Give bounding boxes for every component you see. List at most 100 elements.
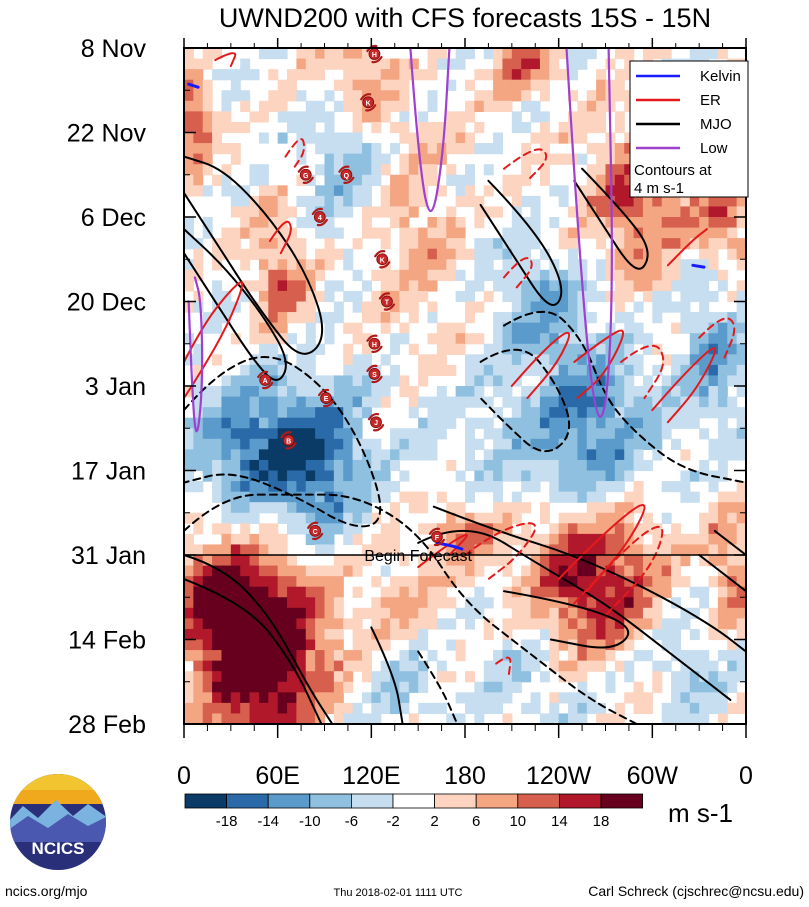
heatmap-cell — [212, 386, 223, 398]
heatmap-cell — [287, 428, 297, 440]
heatmap-cell — [652, 618, 663, 630]
heatmap-cell — [249, 565, 260, 577]
heatmap-cell — [399, 333, 410, 345]
heatmap-cell — [539, 576, 550, 588]
heatmap-cell — [258, 607, 269, 619]
heatmap-cell — [287, 407, 297, 419]
heatmap-cell — [436, 121, 447, 134]
heatmap-cell — [624, 195, 635, 208]
heatmap-cell — [184, 185, 194, 197]
heatmap-cell — [371, 386, 382, 398]
storm-marker-arm — [280, 431, 297, 450]
heatmap-cell — [699, 290, 710, 303]
heatmap-cell — [465, 692, 475, 704]
heatmap-cell — [258, 502, 269, 514]
heatmap-cell — [427, 544, 438, 556]
heatmap-cell — [268, 90, 279, 102]
heatmap-cell — [361, 671, 372, 683]
er-contour — [573, 329, 625, 400]
heatmap-cell — [530, 111, 541, 123]
heatmap-cell — [483, 417, 494, 429]
heatmap-cell — [614, 523, 625, 535]
heatmap-cell — [568, 470, 578, 482]
heatmap-cell — [446, 238, 457, 250]
heatmap-cell — [596, 533, 607, 546]
heatmap-cell — [549, 386, 560, 398]
heatmap-cell — [296, 132, 307, 144]
heatmap-cell — [614, 143, 625, 155]
heatmap-cell — [408, 301, 419, 313]
heatmap-cell — [268, 333, 279, 345]
heatmap-cell — [436, 132, 447, 144]
heatmap-cell — [521, 660, 532, 672]
colorbar-swatch — [267, 793, 311, 809]
heatmap-cell — [446, 79, 457, 91]
heatmap-cell — [502, 459, 513, 472]
heatmap-cell — [230, 438, 241, 450]
heatmap-cell — [333, 671, 344, 683]
heatmap-cell — [258, 628, 269, 641]
heatmap-cell — [277, 206, 288, 218]
heatmap-cell — [530, 333, 541, 345]
heatmap-cell — [661, 428, 672, 440]
heatmap-cell — [221, 660, 232, 672]
heatmap-cell — [324, 333, 335, 345]
heatmap-cell — [249, 681, 260, 693]
heatmap-cell — [343, 565, 354, 577]
heatmap-cell — [380, 206, 391, 218]
heatmap-cell — [605, 58, 616, 70]
heatmap-cell — [333, 713, 344, 725]
heatmap-cell — [624, 164, 635, 176]
legend-item-low: Low — [636, 140, 728, 157]
heatmap-cell — [258, 164, 269, 176]
x-tick-label: 0 — [177, 762, 191, 790]
heatmap-cell — [493, 48, 504, 60]
heatmap-cell — [465, 248, 475, 260]
heatmap-cell — [193, 597, 204, 609]
heatmap-cell — [717, 502, 728, 514]
heatmap-cell — [493, 206, 504, 218]
heatmap-cell — [296, 671, 307, 683]
heatmap-cell — [624, 248, 635, 260]
heatmap-cell — [343, 195, 354, 208]
heatmap-cell — [568, 481, 578, 493]
heatmap-cell — [315, 438, 326, 450]
heatmap-cell — [671, 259, 682, 271]
heatmap-cell — [352, 607, 363, 619]
heatmap-cell — [230, 153, 241, 165]
heatmap-cell — [249, 312, 260, 324]
heatmap-cell — [605, 364, 616, 377]
heatmap-cell — [249, 639, 260, 651]
heatmap-cell — [418, 660, 429, 672]
heatmap-cell — [699, 597, 710, 609]
heatmap-cell — [633, 280, 644, 292]
heatmap-cell — [539, 269, 550, 281]
heatmap-cell — [633, 386, 644, 398]
heatmap-cell — [221, 702, 232, 715]
heatmap-cell — [736, 692, 747, 704]
heatmap-cell — [717, 713, 728, 725]
heatmap-cell — [436, 660, 447, 672]
heatmap-cell — [661, 354, 672, 366]
heatmap-cell — [390, 143, 401, 155]
heatmap-cell — [277, 238, 288, 250]
storm-marker-arm — [367, 412, 385, 432]
heatmap-cell — [436, 576, 447, 588]
heatmap-cell — [371, 69, 382, 81]
heatmap-cell — [736, 586, 747, 598]
heatmap-cell — [408, 343, 419, 355]
heatmap-cell — [671, 217, 682, 229]
heatmap-cell — [736, 660, 747, 672]
heatmap-cell — [287, 565, 297, 577]
heatmap-cell — [305, 607, 316, 619]
heatmap-cell — [221, 69, 232, 81]
heatmap-cell — [287, 586, 297, 598]
heatmap-cell — [577, 481, 588, 493]
heatmap-cell — [530, 238, 541, 250]
heatmap-cell — [427, 618, 438, 630]
heatmap-cell — [287, 364, 297, 377]
heatmap-cell — [568, 576, 578, 588]
heatmap-cell — [240, 618, 251, 630]
heatmap-cell — [296, 48, 307, 60]
heatmap-cell — [287, 597, 297, 609]
